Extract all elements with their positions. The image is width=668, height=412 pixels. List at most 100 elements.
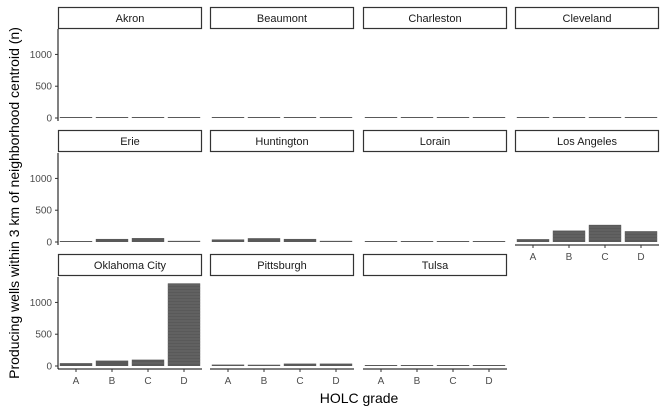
facet-strip-erie [57, 129, 203, 153]
facet-strip-label: Cleveland [563, 13, 612, 25]
bar-los-angeles-a [516, 239, 550, 242]
bar-beaumont-c [283, 117, 317, 118]
facet-strip-huntington [209, 129, 355, 153]
y-tick-label: 0 [46, 238, 52, 249]
facet-strip-charleston [362, 6, 508, 30]
bar-huntington-c [283, 238, 317, 242]
bar-lorain-d [472, 241, 506, 242]
y-tick-label: 500 [35, 330, 52, 341]
facet-panels: Akron 0 500 1000 Beaumont Charleston Cleveland… [30, 6, 660, 387]
y-tick-label: 500 [35, 206, 52, 217]
facet-strip-oklahoma-city [57, 253, 203, 277]
facet-panel-erie: Erie 0 500 1000 [30, 129, 203, 249]
facet-panel-oklahoma-city: Oklahoma City 0 500 1000 A B C D [30, 253, 203, 387]
x-tick-label: D [637, 252, 644, 263]
facet-strip-label: Oklahoma City [94, 260, 167, 272]
bar-tulsa-d [472, 365, 506, 366]
bar-pittsburgh-d [319, 363, 353, 366]
facet-strip-beaumont [209, 6, 355, 30]
bar-charleston-d [472, 117, 506, 118]
x-axis-title: HOLC grade [320, 390, 399, 406]
facet-strip-label: Lorain [420, 136, 451, 148]
facet-strip-label: Tulsa [422, 260, 449, 272]
x-tick-label: A [378, 376, 385, 387]
x-tick-label: A [225, 376, 232, 387]
facet-panel-charleston: Charleston [362, 6, 508, 118]
bar-huntington-b [247, 238, 281, 242]
bar-akron-d [167, 117, 201, 118]
bar-pittsburgh-a [211, 364, 245, 366]
y-tick-label: 1000 [30, 174, 53, 185]
x-tick-label: A [73, 376, 80, 387]
facet-strip-label: Akron [116, 13, 145, 25]
y-tick-label: 0 [46, 362, 52, 373]
x-tick-label: A [530, 252, 537, 263]
facet-strip-los-angeles [514, 129, 660, 153]
bar-oklahoma-city-d [167, 283, 201, 366]
facet-panel-cleveland: Cleveland [514, 6, 660, 118]
facet-panel-los-angeles: Los Angeles A B C D [514, 129, 660, 263]
facet-strip-pittsburgh [209, 253, 355, 277]
bar-pittsburgh-b [247, 364, 281, 366]
x-tick-label: B [261, 376, 268, 387]
bar-charleston-a [364, 117, 398, 118]
bar-cleveland-a [516, 117, 550, 118]
bar-beaumont-a [211, 117, 245, 118]
bar-oklahoma-city-a [59, 363, 93, 366]
bar-charleston-b [400, 117, 434, 118]
y-tick-label: 500 [35, 82, 52, 93]
bar-tulsa-c [436, 365, 470, 366]
bar-erie-d [167, 240, 201, 242]
bar-lorain-c [436, 241, 470, 242]
x-tick-label: C [144, 376, 151, 387]
y-axis-title: Producing wells within 3 km of neighborh… [6, 27, 22, 379]
bar-huntington-a [211, 239, 245, 242]
bar-cleveland-d [624, 117, 658, 118]
bar-cleveland-b [552, 117, 586, 118]
x-tick-label: C [449, 376, 456, 387]
bar-tulsa-b [400, 365, 434, 366]
x-tick-label: C [601, 252, 608, 263]
bar-huntington-d [319, 240, 353, 242]
x-tick-label: D [332, 376, 339, 387]
x-tick-label: D [485, 376, 492, 387]
facet-panel-lorain: Lorain [362, 129, 508, 242]
bar-cleveland-c [588, 117, 622, 118]
bar-los-angeles-d [624, 231, 658, 242]
bar-charleston-c [436, 117, 470, 118]
y-tick-label: 1000 [30, 50, 53, 61]
facet-strip-cleveland [514, 6, 660, 30]
bar-pittsburgh-c [283, 363, 317, 366]
facet-strip-label: Erie [120, 136, 140, 148]
facet-strip-label: Los Angeles [557, 136, 617, 148]
bar-lorain-a [364, 241, 398, 242]
x-tick-label: C [296, 376, 303, 387]
bar-lorain-b [400, 241, 434, 242]
bar-oklahoma-city-b [95, 360, 129, 366]
facet-panel-huntington: Huntington [209, 129, 355, 242]
bar-akron-c [131, 117, 165, 118]
x-tick-label: B [414, 376, 421, 387]
bar-beaumont-b [247, 117, 281, 118]
facet-strip-tulsa [362, 253, 508, 277]
facet-panel-tulsa: Tulsa A B C D [362, 253, 508, 387]
bar-akron-b [95, 117, 129, 118]
facet-panel-beaumont: Beaumont [209, 6, 355, 118]
bar-tulsa-a [364, 365, 398, 366]
facet-panel-pittsburgh: Pittsburgh A B C D [209, 253, 355, 387]
bar-erie-a [59, 241, 93, 242]
x-tick-label: D [180, 376, 187, 387]
facet-strip-label: Huntington [255, 136, 308, 148]
facet-strip-label: Beaumont [257, 13, 307, 25]
facet-strip-label: Charleston [408, 13, 461, 25]
facet-strip-akron [57, 6, 203, 30]
y-tick-label: 0 [46, 114, 52, 125]
facet-panel-akron: Akron 0 500 1000 [30, 6, 203, 125]
y-tick-label: 1000 [30, 298, 53, 309]
x-tick-label: B [109, 376, 116, 387]
bar-beaumont-d [319, 117, 353, 118]
bar-akron-a [59, 117, 93, 118]
facet-strip-lorain [362, 129, 508, 153]
bar-los-angeles-c [588, 224, 622, 242]
